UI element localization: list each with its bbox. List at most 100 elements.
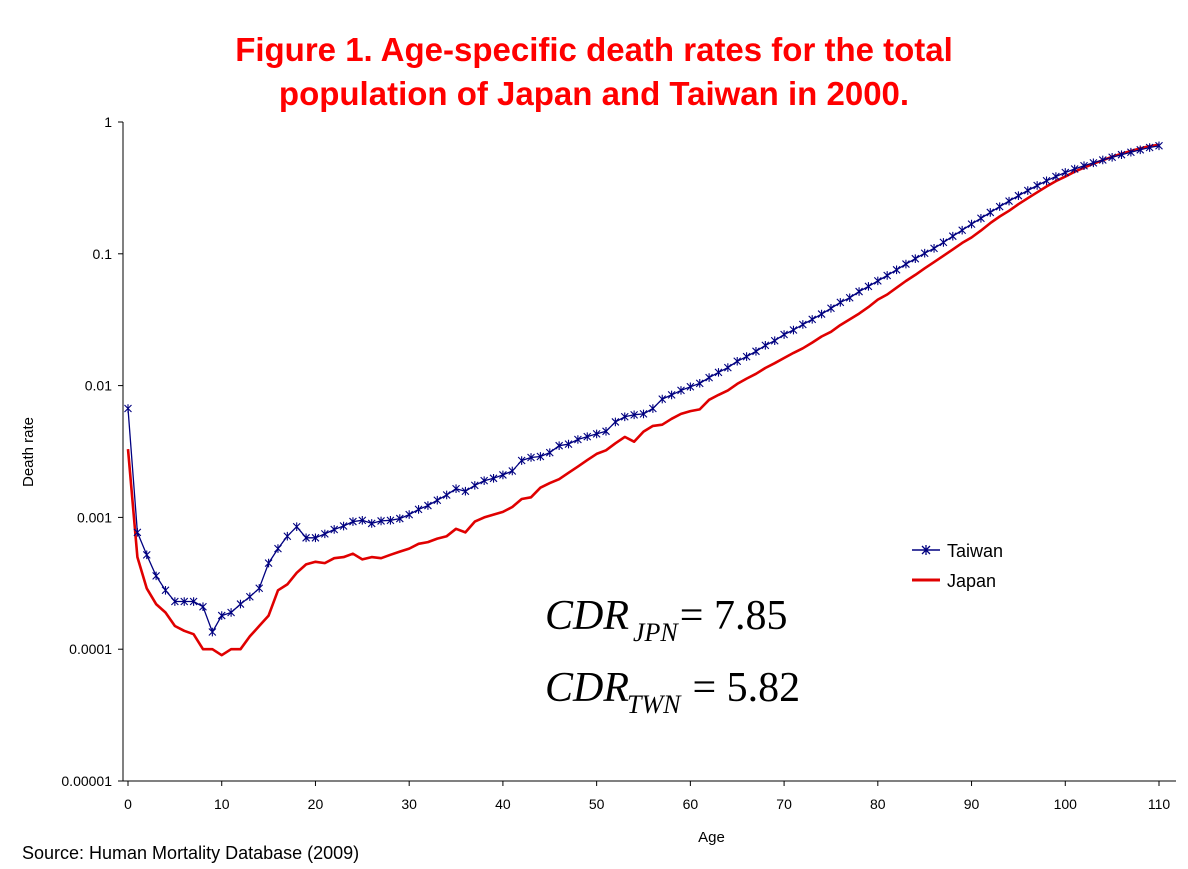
data-point-taiwan — [855, 287, 863, 296]
data-point-taiwan — [349, 517, 357, 526]
data-point-taiwan — [686, 382, 695, 392]
data-point-taiwan — [836, 298, 845, 307]
data-point-taiwan — [405, 510, 414, 519]
x-tick-label: 30 — [401, 796, 417, 812]
data-point-taiwan — [1098, 155, 1107, 165]
x-tick-label: 40 — [495, 796, 511, 812]
data-point-taiwan — [1080, 161, 1088, 171]
cdr-japan-value: = 7.85 — [680, 593, 788, 639]
data-point-taiwan — [780, 330, 788, 339]
data-point-taiwan — [395, 514, 404, 523]
data-point-taiwan — [536, 452, 545, 461]
legend: Taiwan Japan — [912, 541, 1003, 591]
data-point-taiwan — [433, 495, 442, 505]
data-point-taiwan — [827, 303, 835, 313]
data-point-taiwan — [723, 363, 732, 372]
data-point-taiwan — [583, 432, 592, 441]
chart-title: Figure 1. Age-specific death rates for t… — [0, 28, 1188, 116]
data-point-taiwan — [958, 225, 967, 235]
data-point-taiwan — [517, 456, 526, 465]
data-point-taiwan — [274, 544, 282, 553]
series-layer — [124, 141, 1163, 657]
data-point-taiwan — [789, 325, 798, 335]
data-point-taiwan — [442, 490, 451, 500]
source-note: Source: Human Mortality Database (2009) — [22, 843, 360, 863]
data-point-taiwan — [1052, 172, 1060, 181]
data-point-taiwan — [1145, 143, 1154, 152]
data-point-taiwan — [592, 429, 601, 439]
legend-taiwan-label: Taiwan — [947, 541, 1003, 561]
data-point-taiwan — [602, 427, 610, 436]
data-point-taiwan — [489, 474, 498, 483]
data-point-taiwan — [358, 516, 367, 525]
y-axis-title: Death rate — [20, 417, 37, 487]
cdr-taiwan-sub: TWN — [627, 690, 682, 719]
data-point-taiwan — [1136, 145, 1145, 155]
data-point-taiwan — [414, 505, 423, 514]
data-point-taiwan — [1126, 147, 1135, 157]
y-tick-label: 0.01 — [85, 378, 112, 394]
data-point-taiwan — [1117, 150, 1126, 159]
data-point-taiwan — [930, 244, 938, 253]
data-point-taiwan — [845, 293, 854, 303]
legend-taiwan-marker — [921, 545, 931, 555]
data-point-taiwan — [180, 597, 189, 606]
data-point-taiwan — [630, 410, 639, 420]
data-point-taiwan — [545, 448, 554, 457]
data-point-taiwan — [1070, 164, 1079, 174]
cdr-japan-base: CDR — [545, 593, 629, 639]
data-point-taiwan — [461, 486, 470, 496]
cdr-taiwan-value: = 5.82 — [692, 665, 800, 711]
data-point-taiwan — [227, 608, 235, 617]
data-point-taiwan — [920, 248, 929, 258]
data-point-taiwan — [742, 352, 751, 361]
data-point-taiwan — [292, 522, 301, 532]
data-point-taiwan — [236, 599, 245, 609]
series-line-taiwan — [127, 145, 1160, 633]
x-tick-label: 60 — [683, 796, 699, 812]
chart-title-line-2: population of Japan and Taiwan in 2000. — [278, 75, 910, 112]
data-point-taiwan — [386, 516, 395, 525]
data-point-taiwan — [508, 466, 517, 476]
data-point-taiwan — [714, 368, 723, 377]
data-point-taiwan — [798, 320, 807, 329]
data-point-taiwan — [367, 519, 376, 528]
data-point-taiwan — [574, 435, 582, 444]
cdr-annotations: CDR JPN= 7.85 CDR TWN = 5.82 — [545, 593, 800, 719]
x-axis-title: Age — [698, 829, 725, 846]
x-tick-label: 0 — [124, 796, 132, 812]
y-tick-label: 0.001 — [77, 509, 112, 525]
data-point-taiwan — [752, 347, 760, 356]
data-point-taiwan — [339, 521, 348, 531]
data-point-taiwan — [199, 602, 207, 612]
data-point-taiwan — [161, 585, 170, 595]
data-point-taiwan — [564, 439, 573, 449]
data-point-taiwan — [883, 271, 892, 280]
data-point-taiwan — [667, 390, 676, 400]
legend-japan-label: Japan — [947, 571, 996, 591]
data-point-taiwan — [1108, 152, 1117, 162]
data-point-taiwan — [977, 213, 985, 223]
x-tick-label: 80 — [870, 796, 886, 812]
x-tick-label: 100 — [1054, 796, 1078, 812]
data-point-taiwan — [264, 558, 273, 568]
data-point-taiwan — [902, 259, 910, 269]
data-point-taiwan — [939, 238, 948, 247]
data-point-taiwan — [311, 533, 320, 543]
data-point-taiwan — [217, 611, 226, 620]
data-point-taiwan — [864, 282, 873, 291]
x-tick-label: 20 — [308, 796, 324, 812]
data-point-taiwan — [648, 404, 657, 413]
data-point-taiwan — [245, 592, 254, 602]
cdr-japan: CDR JPN= 7.85 — [545, 593, 787, 647]
data-point-taiwan — [452, 484, 460, 494]
x-tick-label: 110 — [1148, 796, 1171, 812]
data-point-taiwan — [377, 516, 385, 526]
data-point-taiwan — [152, 571, 161, 581]
cdr-taiwan: CDRTWN = 5.82 — [545, 665, 800, 719]
data-point-taiwan — [1061, 168, 1070, 177]
x-tick-label: 70 — [776, 796, 792, 812]
y-tick-label: 1 — [104, 114, 112, 130]
data-point-taiwan — [208, 627, 217, 637]
